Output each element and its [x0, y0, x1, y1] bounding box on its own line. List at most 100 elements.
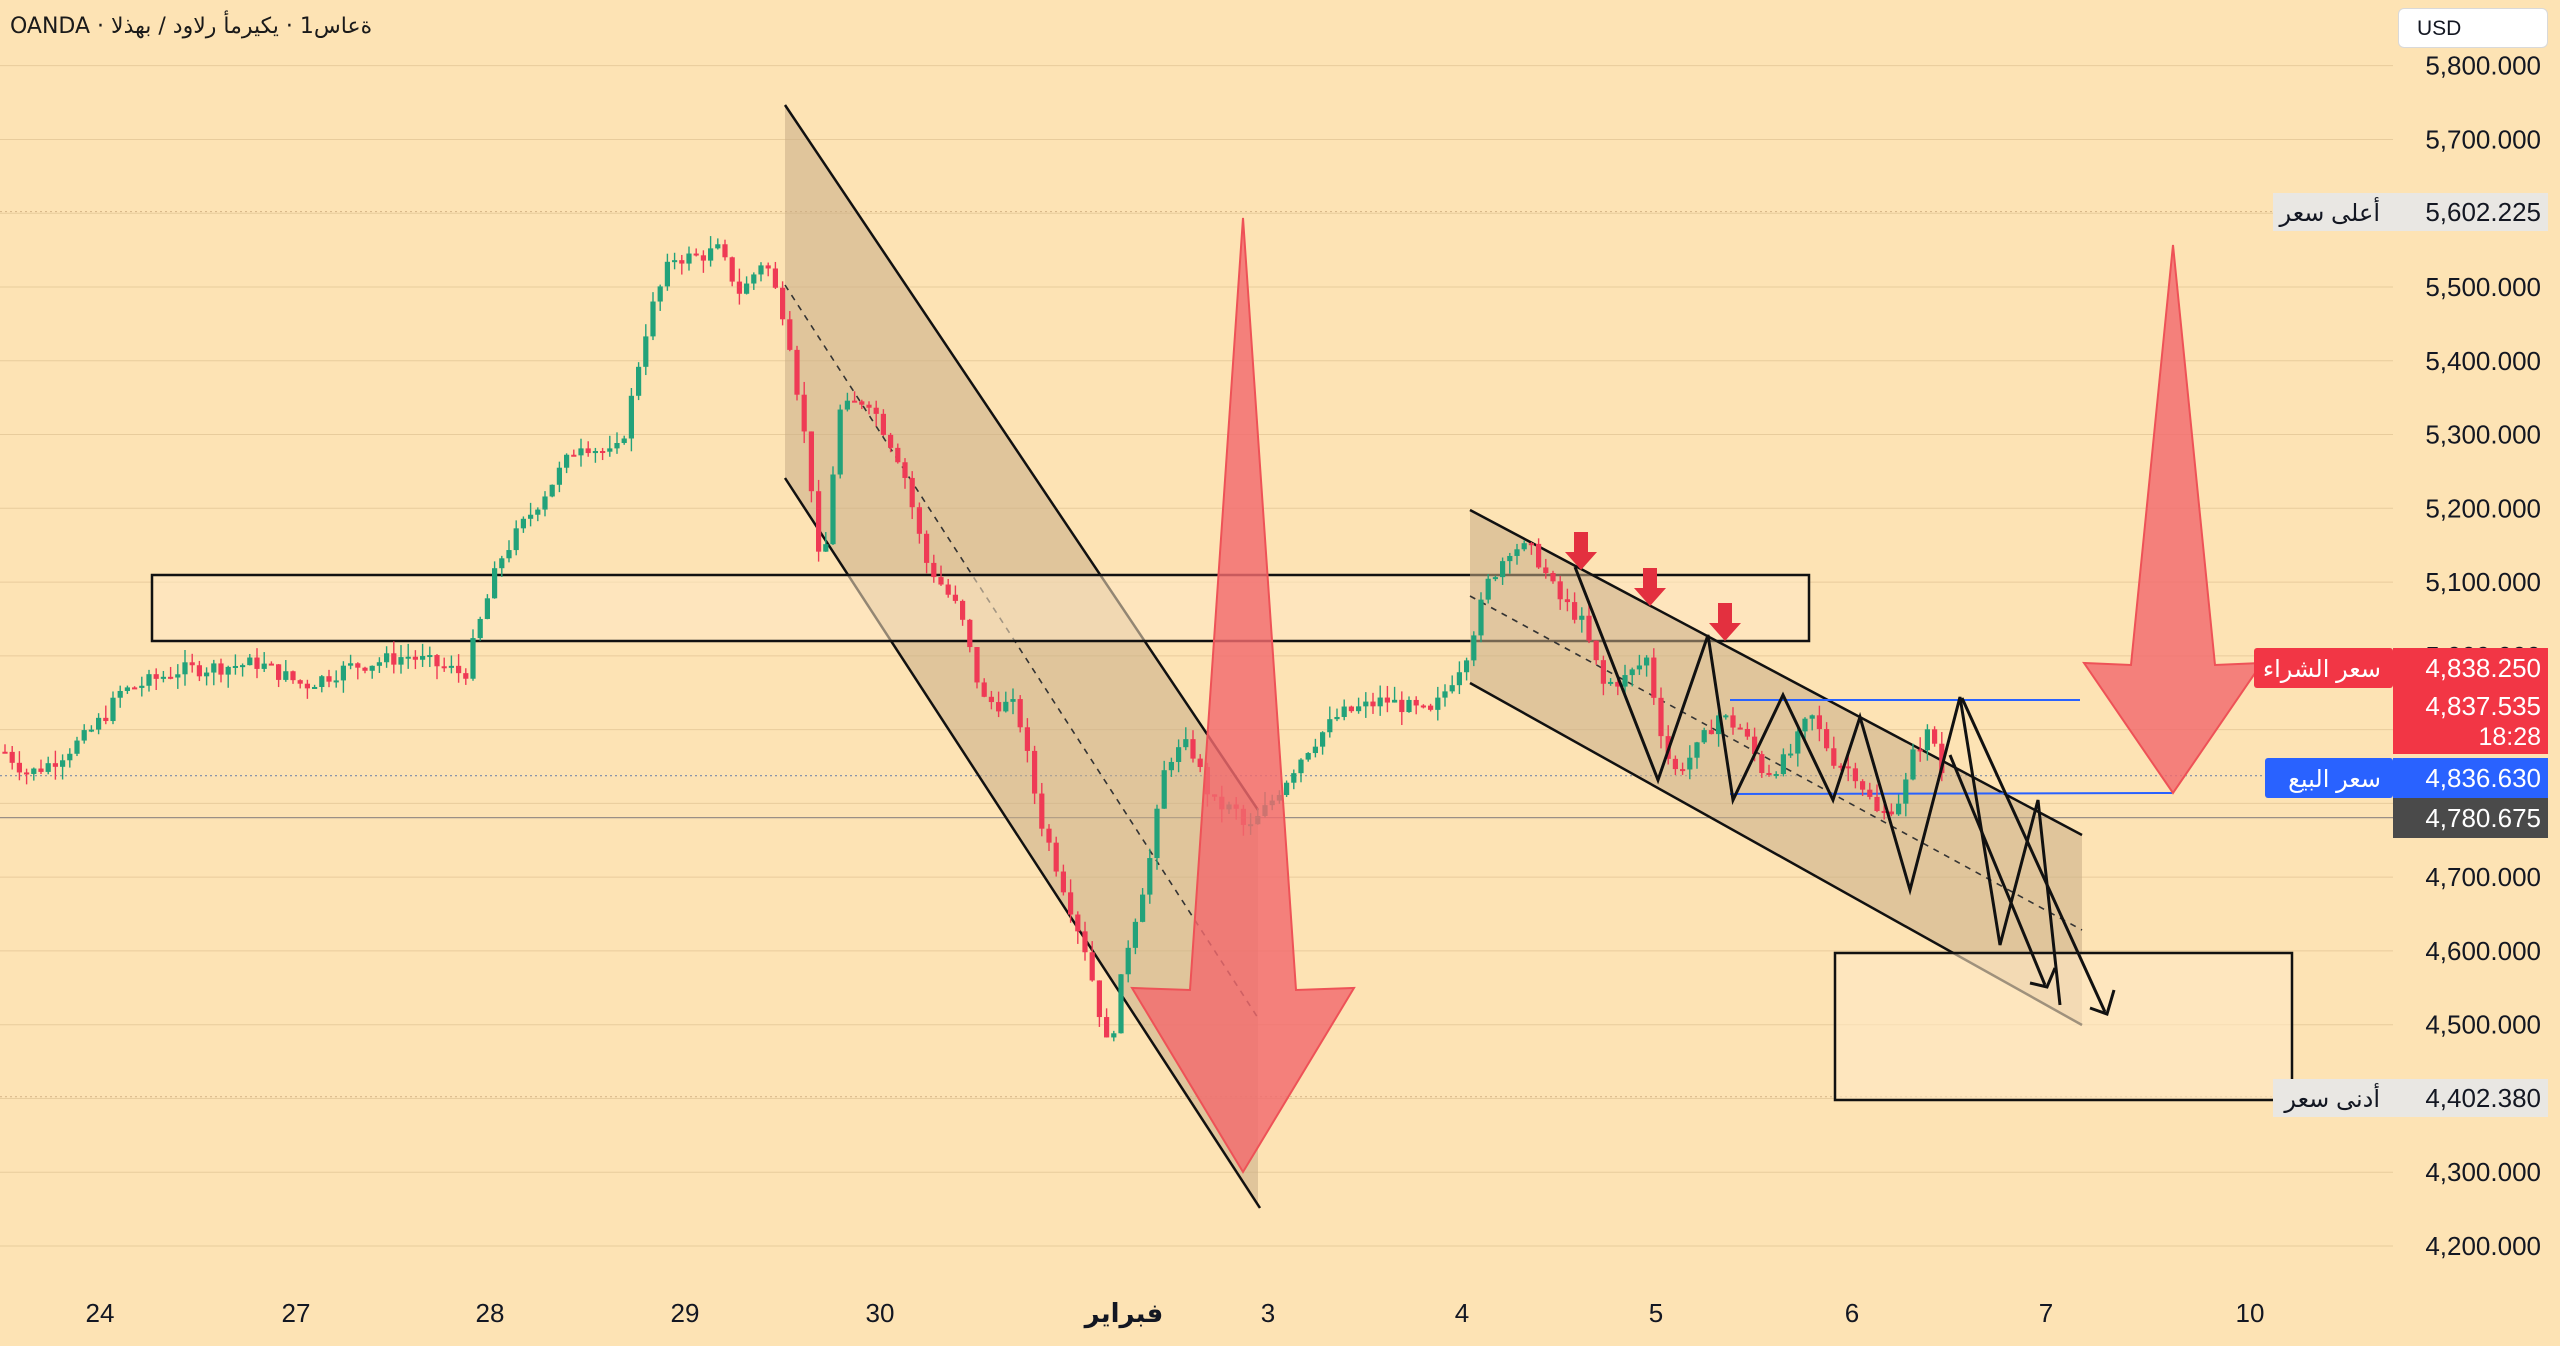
candle-body — [1154, 808, 1160, 859]
candle-body — [916, 507, 922, 534]
candle-body — [182, 662, 188, 675]
high-value: 5,602.225 — [2425, 197, 2541, 227]
candle-body — [1075, 914, 1081, 932]
range-bottom-line — [1729, 792, 2173, 795]
candle-body — [132, 687, 138, 690]
candle-body — [1305, 753, 1311, 760]
candle-body — [974, 647, 980, 683]
candle-body — [736, 281, 742, 294]
candle-body — [1564, 599, 1570, 603]
candle-body — [1528, 543, 1534, 546]
candle-body — [909, 477, 915, 508]
candle-body — [556, 467, 562, 485]
candle-body — [16, 762, 22, 773]
candle-body — [139, 685, 145, 688]
candle-body — [60, 760, 66, 767]
candle-body — [1370, 701, 1376, 707]
candle-body — [1327, 719, 1333, 733]
candle-body — [715, 244, 721, 249]
candle-body — [196, 665, 202, 677]
candle-body — [1816, 715, 1822, 730]
candle-body — [1341, 706, 1347, 717]
candle-body — [74, 740, 80, 754]
candle-body — [1773, 774, 1779, 777]
candle-body — [1636, 665, 1642, 670]
candle-body — [1478, 599, 1484, 636]
candle-body — [780, 287, 786, 320]
candle-body — [1125, 947, 1131, 975]
y-tick-label: 4,700.000 — [2425, 862, 2541, 892]
big-arrows — [1130, 217, 2264, 1174]
zigzag-path — [1573, 566, 2062, 1006]
candle-body — [808, 431, 814, 492]
candle-body — [1176, 747, 1182, 762]
x-tick-label: 3 — [1261, 1298, 1275, 1328]
candle-body — [456, 665, 462, 674]
candle-body — [2, 751, 8, 754]
candle-body — [744, 283, 750, 294]
x-tick-label: 29 — [671, 1298, 700, 1328]
x-tick-label: 28 — [476, 1298, 505, 1328]
candle-body — [1521, 543, 1527, 550]
candle-body — [45, 763, 51, 772]
candle-body — [1615, 681, 1621, 687]
candle-body — [542, 496, 548, 510]
candle-body — [1932, 729, 1938, 744]
candle-body — [1118, 974, 1124, 1034]
candle-body — [218, 663, 224, 675]
candle-body — [1046, 828, 1052, 843]
candle-body — [672, 260, 678, 263]
candle-body — [1363, 701, 1369, 707]
candle-body — [1320, 732, 1326, 747]
candle-body — [1701, 730, 1707, 743]
candle-body — [535, 509, 541, 515]
candle-body — [801, 394, 807, 432]
candle-body — [636, 366, 642, 396]
symbol-header: OANDA · ةعاس1 · يكيرمأ رلاود / بهذلا — [10, 14, 373, 39]
candle-body — [1464, 660, 1470, 673]
candle-body — [492, 568, 498, 599]
candle-body — [1428, 705, 1434, 710]
target-zone-box — [1833, 951, 2294, 1102]
candle-body — [1593, 640, 1599, 661]
y-tick-label: 5,300.000 — [2425, 420, 2541, 450]
candle-body — [1708, 730, 1714, 735]
candle-body — [607, 448, 613, 452]
candle-body — [1579, 615, 1585, 620]
candle-body — [31, 768, 37, 774]
candle-body — [1312, 746, 1318, 754]
last-price-value: 4,837.535 — [2425, 691, 2541, 721]
candle-body — [1600, 660, 1606, 684]
candle-body — [1377, 697, 1383, 707]
candle-body — [362, 667, 368, 671]
candle-body — [1399, 699, 1405, 713]
candle-body — [1716, 715, 1722, 735]
candle-body — [621, 438, 627, 444]
currency-button[interactable]: USD — [2398, 8, 2548, 48]
candle-body — [1197, 758, 1203, 767]
candle-body — [650, 301, 656, 337]
candle-body — [1917, 749, 1923, 752]
candle-body — [204, 672, 210, 677]
candle-body — [1543, 567, 1549, 574]
candle-body — [434, 655, 440, 667]
candle-body — [1413, 699, 1419, 706]
candle-body — [772, 268, 778, 288]
candle-body — [1924, 729, 1930, 751]
candle-body — [945, 584, 951, 595]
candle-body — [880, 413, 886, 435]
candle-body — [664, 261, 670, 287]
candle-body — [38, 768, 44, 772]
x-tick-label: 30 — [866, 1298, 895, 1328]
candle-body — [859, 401, 865, 405]
big-down-arrow-1 — [1130, 217, 1356, 1174]
candle-body — [816, 491, 822, 552]
candle-body — [895, 447, 901, 463]
candle-body — [564, 454, 570, 468]
candle-body — [225, 666, 231, 675]
candle-body — [1550, 573, 1556, 582]
candle-body — [52, 763, 58, 767]
candle-body — [506, 550, 512, 559]
candle-body — [420, 656, 426, 660]
